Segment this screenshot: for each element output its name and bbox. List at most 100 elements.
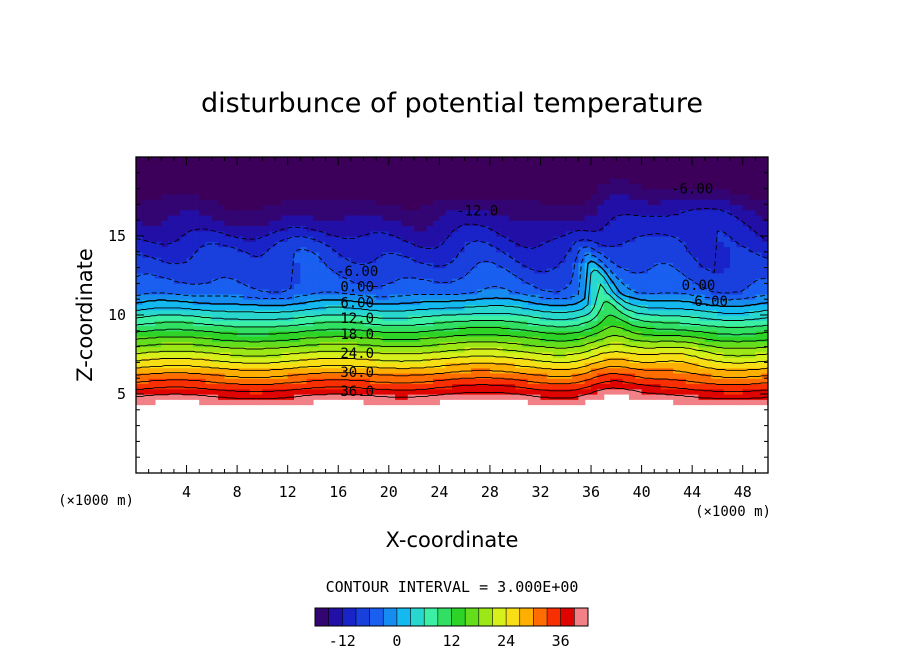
field-cell — [186, 346, 194, 353]
field-cell — [401, 230, 409, 237]
field-cell — [597, 209, 605, 216]
field-cell — [692, 299, 700, 306]
field-cell — [502, 209, 510, 216]
field-cell — [211, 251, 219, 258]
field-cell — [414, 288, 421, 295]
field-cell — [363, 267, 371, 274]
field-cell — [192, 183, 200, 190]
field-cell — [540, 362, 548, 369]
field-cell — [553, 278, 561, 284]
field-cell — [426, 225, 434, 232]
field-cell — [730, 188, 737, 195]
field-cell — [546, 157, 554, 163]
field-cell — [654, 246, 662, 253]
field-cell — [344, 278, 352, 284]
field-cell — [331, 293, 339, 300]
field-cell — [401, 272, 409, 279]
field-cell — [268, 209, 276, 216]
field-cell — [363, 236, 371, 242]
field-cell — [357, 167, 365, 174]
field-cell — [736, 204, 744, 211]
field-cell — [483, 378, 491, 385]
field-cell — [660, 257, 668, 263]
field-cell — [717, 193, 725, 200]
field-cell — [616, 193, 624, 200]
field-cell — [692, 388, 700, 395]
field-cell — [603, 162, 611, 169]
field-cell — [249, 209, 257, 216]
field-cell — [736, 299, 744, 306]
field-cell — [287, 246, 295, 253]
field-cell — [407, 262, 415, 269]
field-cell — [730, 220, 737, 227]
field-cell — [603, 157, 611, 163]
field-cell — [142, 325, 150, 332]
field-cell — [572, 220, 579, 227]
field-cell — [647, 209, 655, 216]
field-cell — [262, 262, 270, 269]
field-cell — [654, 346, 662, 353]
field-cell — [610, 246, 617, 253]
field-cell — [439, 288, 447, 295]
field-cell — [452, 257, 459, 263]
field-cell — [578, 204, 586, 211]
field-cell — [730, 178, 737, 184]
field-cell — [312, 230, 320, 237]
field-cell — [685, 183, 693, 190]
field-cell — [275, 394, 282, 400]
field-cell — [243, 272, 251, 279]
field-cell — [692, 162, 700, 169]
field-cell — [749, 367, 756, 374]
field-cell — [237, 372, 245, 379]
field-cell — [287, 167, 295, 174]
field-cell — [755, 178, 763, 184]
field-cell — [281, 236, 289, 242]
field-cell — [628, 357, 636, 363]
field-cell — [654, 225, 662, 232]
field-cell — [749, 357, 756, 363]
field-cell — [256, 304, 263, 311]
field-cell — [572, 230, 579, 237]
field-cell — [711, 214, 719, 221]
field-cell — [262, 399, 270, 406]
field-cell — [186, 367, 194, 374]
field-cell — [154, 388, 162, 395]
field-cell — [692, 246, 700, 253]
field-cell — [565, 399, 573, 406]
field-cell — [205, 320, 213, 327]
field-cell — [610, 183, 617, 190]
field-cell — [154, 257, 162, 263]
field-cell — [161, 320, 169, 327]
field-cell — [439, 267, 447, 274]
field-cell — [167, 262, 175, 269]
field-cell — [704, 336, 712, 342]
field-cell — [312, 193, 320, 200]
field-cell — [483, 199, 491, 205]
field-cell — [464, 278, 472, 284]
field-cell — [338, 351, 346, 358]
field-cell — [736, 209, 744, 216]
field-cell — [142, 251, 150, 258]
field-cell — [464, 246, 472, 253]
field-cell — [553, 394, 561, 400]
field-cell — [559, 225, 567, 232]
field-cell — [572, 262, 579, 269]
field-cell — [306, 278, 314, 284]
field-cell — [199, 220, 207, 227]
field-cell — [357, 267, 365, 274]
field-cell — [452, 209, 459, 216]
field-cell — [344, 372, 352, 379]
field-cell — [142, 346, 150, 353]
field-cell — [553, 272, 561, 279]
field-cell — [742, 293, 750, 300]
field-cell — [306, 172, 314, 179]
field-cell — [477, 230, 485, 237]
field-cell — [673, 394, 681, 400]
field-cell — [647, 283, 655, 290]
colorbar-segment — [396, 608, 411, 626]
field-cell — [458, 372, 466, 379]
field-cell — [508, 157, 516, 163]
field-cell — [294, 262, 301, 269]
field-cell — [306, 267, 314, 274]
field-cell — [268, 315, 276, 321]
